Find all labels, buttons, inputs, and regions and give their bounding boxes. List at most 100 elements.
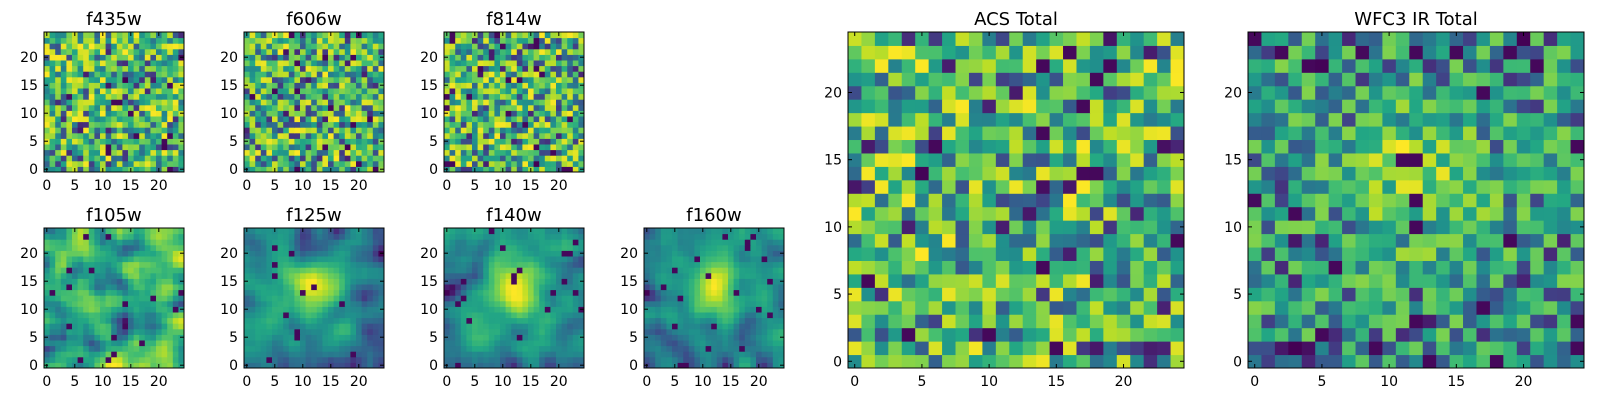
heatmap-cell <box>672 250 679 257</box>
heatmap-cell <box>472 323 479 330</box>
heatmap-cell <box>472 334 479 341</box>
heatmap-cell <box>505 323 512 330</box>
heatmap-cell <box>156 295 163 302</box>
heatmap-cell <box>316 144 323 151</box>
heatmap-cell <box>544 127 551 134</box>
heatmap-cell <box>283 356 290 363</box>
heatmap-cell <box>444 256 451 263</box>
heatmap-cell <box>528 60 535 67</box>
heatmap-cell <box>350 300 357 307</box>
heatmap-cell <box>300 300 307 307</box>
heatmap-cell <box>472 43 479 50</box>
heatmap-cell <box>66 116 73 123</box>
heatmap-cell <box>55 345 62 352</box>
heatmap-cell <box>55 155 62 162</box>
heatmap-cell <box>500 138 507 145</box>
heatmap-cell <box>539 261 546 268</box>
heatmap-cell <box>150 250 157 257</box>
heatmap-cell <box>122 60 129 67</box>
heatmap-cell <box>277 127 284 134</box>
heatmap-cell <box>505 48 512 55</box>
heatmap-cell <box>105 272 112 279</box>
heatmap-cell <box>339 228 346 235</box>
heatmap-cell <box>266 110 273 117</box>
heatmap-cell <box>77 328 84 335</box>
heatmap-cell <box>356 127 363 134</box>
heatmap-cell <box>500 99 507 106</box>
heatmap-cell <box>266 312 273 319</box>
heatmap-cell <box>311 43 318 50</box>
heatmap-cell <box>888 314 903 329</box>
heatmap-cell <box>1103 300 1118 315</box>
heatmap-cell <box>255 356 262 363</box>
heatmap-cell <box>1170 206 1185 221</box>
heatmap-cell <box>100 312 107 319</box>
heatmap-cell <box>561 76 568 83</box>
heatmap-cell <box>472 65 479 72</box>
heatmap-cell <box>539 116 546 123</box>
heatmap-cell <box>488 43 495 50</box>
heatmap-cell <box>477 317 484 324</box>
heatmap-cell <box>105 99 112 106</box>
heatmap-cell <box>578 149 585 156</box>
heatmap-cell <box>316 138 323 145</box>
heatmap-cell <box>300 306 307 313</box>
heatmap-cell <box>666 278 673 285</box>
heatmap-cell <box>449 306 456 313</box>
heatmap-cell <box>255 239 262 246</box>
heatmap-cell <box>644 261 651 268</box>
x-tick-label: 0 <box>42 374 51 390</box>
heatmap-cell <box>122 362 129 369</box>
heatmap-cell <box>378 345 385 352</box>
heatmap-cell <box>60 144 67 151</box>
heatmap-cell <box>350 60 357 67</box>
heatmap-cell <box>688 239 695 246</box>
heatmap-cell <box>139 334 146 341</box>
heatmap-cell <box>449 138 456 145</box>
heatmap-cell <box>561 88 568 95</box>
heatmap-cell <box>705 239 712 246</box>
heatmap-cell <box>283 144 290 151</box>
heatmap-cell <box>533 104 540 111</box>
heatmap-cell <box>339 328 346 335</box>
heatmap-cell <box>472 110 479 117</box>
heatmap-cell <box>333 345 340 352</box>
heatmap-cell <box>350 256 357 263</box>
heatmap-cell <box>848 354 862 369</box>
heatmap-cell <box>488 351 495 358</box>
heatmap-cell <box>288 127 295 134</box>
heatmap-cell <box>167 228 174 235</box>
heatmap-cell <box>761 306 768 313</box>
heatmap-cell <box>133 306 140 313</box>
heatmap-cell <box>144 228 151 235</box>
heatmap-cell <box>372 239 379 246</box>
heatmap-cell <box>328 121 335 128</box>
heatmap-cell <box>249 93 256 100</box>
heatmap-cell <box>660 278 667 285</box>
heatmap-cell <box>455 88 462 95</box>
heatmap-cell <box>77 351 84 358</box>
heatmap-cell <box>694 317 701 324</box>
heatmap-cell <box>533 328 540 335</box>
x-tick-label: 0 <box>42 178 51 194</box>
heatmap-cell <box>372 267 379 274</box>
heatmap-cell <box>372 149 379 156</box>
heatmap-cell <box>472 261 479 268</box>
heatmap-cell <box>572 166 579 173</box>
heatmap-cell <box>488 289 495 296</box>
heatmap-cell <box>666 362 673 369</box>
heatmap-cell <box>449 166 456 173</box>
heatmap-cell <box>172 244 179 251</box>
heatmap-cell <box>167 340 174 347</box>
heatmap-cell <box>350 76 357 83</box>
heatmap-cell <box>694 267 701 274</box>
heatmap-cell <box>344 340 351 347</box>
heatmap-cell <box>77 121 84 128</box>
heatmap-cell <box>1049 152 1064 167</box>
heatmap-cell <box>288 82 295 89</box>
heatmap-cell <box>716 317 723 324</box>
heatmap-cell <box>244 127 251 134</box>
heatmap-cell <box>144 116 151 123</box>
heatmap-cell <box>449 250 456 257</box>
heatmap-cell <box>167 312 174 319</box>
